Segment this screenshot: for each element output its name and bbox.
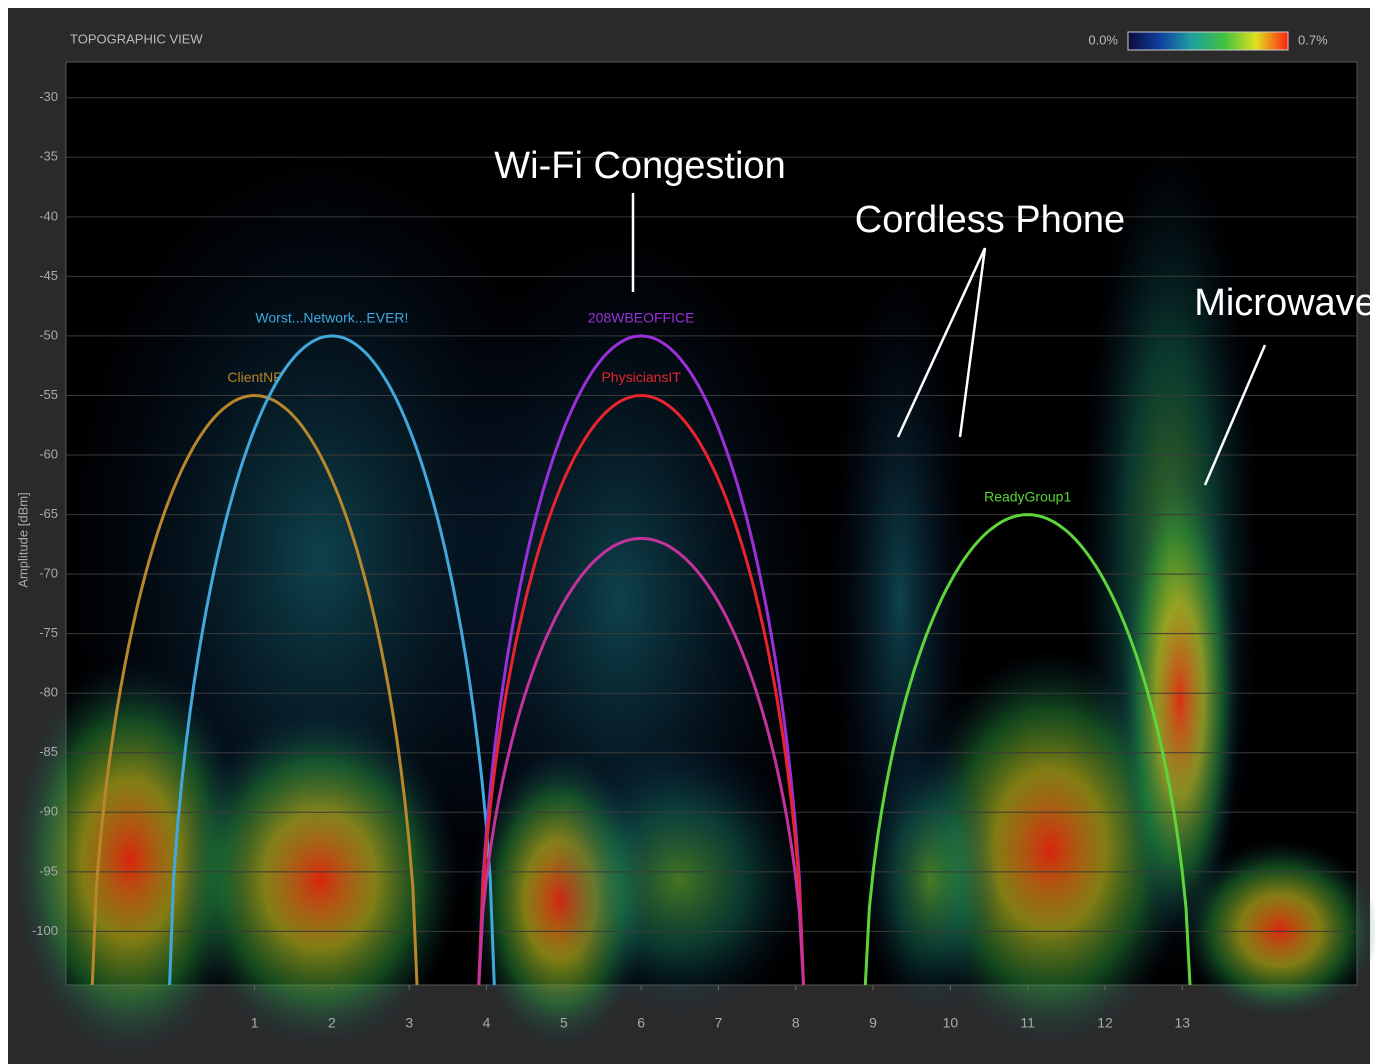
- network-label: PhysiciansIT: [601, 369, 681, 385]
- y-tick-label: -80: [39, 685, 58, 700]
- x-tick-label: 8: [792, 1015, 800, 1031]
- annotation: Microwave: [1194, 282, 1375, 324]
- y-tick-label: -70: [39, 566, 58, 581]
- x-tick-label: 3: [405, 1015, 413, 1031]
- network-curve: [477, 334, 805, 986]
- y-tick-label: -55: [39, 387, 58, 402]
- x-tick-label: 12: [1097, 1015, 1113, 1031]
- x-tick-label: 2: [328, 1015, 336, 1031]
- x-tick-label: 9: [869, 1015, 877, 1031]
- x-tick-label: 11: [1020, 1015, 1035, 1031]
- x-tick-label: 6: [637, 1015, 645, 1031]
- x-tick-label: 5: [560, 1015, 568, 1031]
- y-tick-label: -40: [39, 208, 58, 223]
- x-tick-label: 7: [715, 1015, 723, 1031]
- chart-title: TOPOGRAPHIC VIEW: [70, 31, 203, 46]
- network-curve: [863, 513, 1192, 986]
- x-tick-label: 13: [1175, 1015, 1191, 1031]
- y-tick-label: -75: [39, 625, 58, 640]
- network-label: ReadyGroup1: [984, 488, 1071, 504]
- x-tick-label: 10: [943, 1015, 959, 1031]
- network-curve: [477, 393, 805, 986]
- y-axis-label: Amplitude [dBm]: [15, 492, 30, 587]
- colorbar-label: 0.7%: [1298, 32, 1328, 47]
- network-curve: [168, 334, 496, 986]
- y-tick-label: -30: [39, 89, 58, 104]
- network-label: ClientNF: [227, 369, 281, 385]
- heatmap: [10, 140, 1375, 1060]
- y-tick-label: -60: [39, 446, 58, 461]
- network-label: 208WBEOFFICE: [588, 310, 695, 326]
- colorbar: [1127, 31, 1289, 51]
- network-curve: [477, 536, 805, 986]
- y-tick-label: -35: [39, 149, 58, 164]
- y-tick-label: -90: [39, 804, 58, 819]
- annotation: Wi-Fi Congestion: [494, 145, 785, 187]
- y-tick-label: -95: [39, 863, 58, 878]
- y-tick-label: -50: [39, 327, 58, 342]
- annotation-lines: [631, 193, 1267, 486]
- y-tick-label: -100: [32, 923, 58, 938]
- y-tick-label: -45: [39, 268, 58, 283]
- colorbar-label: 0.0%: [1088, 32, 1118, 47]
- network-curve: [90, 393, 419, 986]
- x-tick-label: 4: [483, 1015, 491, 1031]
- network-label: Worst...Network...EVER!: [255, 310, 408, 326]
- y-tick-label: -85: [39, 744, 58, 759]
- y-tick-label: -65: [39, 506, 58, 521]
- annotation: Cordless Phone: [855, 199, 1125, 241]
- x-tick-label: 1: [251, 1015, 259, 1031]
